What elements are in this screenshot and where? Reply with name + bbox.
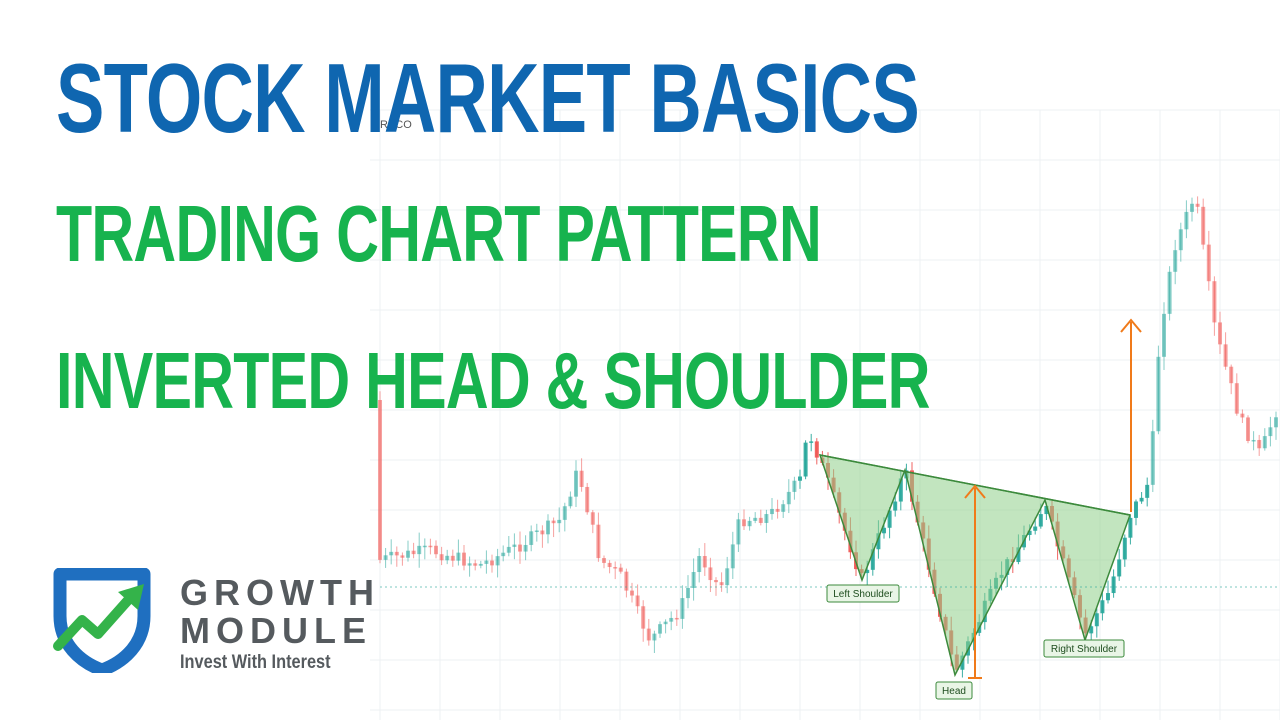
shield-growth-icon: [53, 568, 151, 673]
tagline: Invest With Interest: [180, 652, 331, 673]
svg-text:Head: Head: [942, 686, 966, 697]
svg-text:Right Shoulder: Right Shoulder: [1051, 644, 1118, 655]
brand-line-2: MODULE: [180, 610, 372, 651]
measure-arrow-target: [1120, 318, 1142, 512]
svg-text:Left Shoulder: Left Shoulder: [833, 589, 893, 600]
subtitle-line-1: TRADING CHART PATTERN: [56, 189, 822, 278]
brand-line-1: GROWTH: [180, 572, 380, 613]
measure-arrow-head: [964, 484, 986, 679]
label-right-shoulder: Right Shoulder: [1043, 639, 1125, 658]
growth-module-logo: GROWTH MODULE Invest With Interest: [52, 568, 382, 678]
label-head: Head: [935, 681, 973, 700]
page-title: STOCK MARKET BASICS: [56, 43, 920, 153]
subtitle-line-2: INVERTED HEAD & SHOULDER: [56, 336, 930, 425]
brand-name: GROWTH MODULE: [180, 574, 400, 650]
chart-symbol-header: RECO: [380, 119, 412, 131]
label-left-shoulder: Left Shoulder: [826, 584, 900, 603]
